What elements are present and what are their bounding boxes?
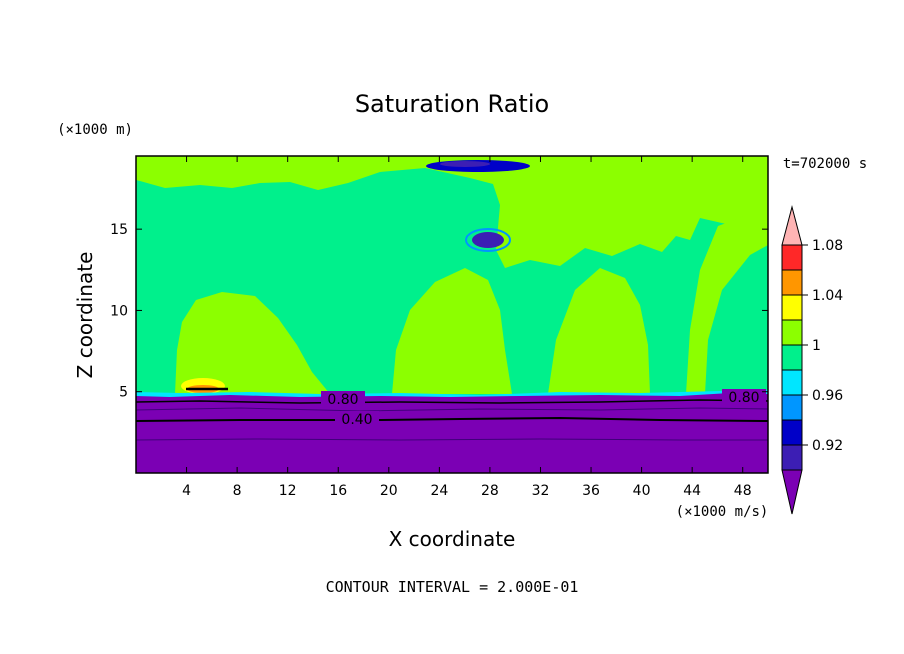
colorbar-label: 1: [812, 338, 821, 354]
x-tick-label: 40: [633, 483, 651, 499]
contour-line-040: [136, 416, 768, 422]
colorbar-swatch: [781, 319, 803, 346]
colorbar-label: 0.96: [812, 388, 843, 404]
y-tick-label: 15: [110, 222, 128, 238]
saturated-far-right-band: [705, 245, 768, 394]
x-axis-label: X coordinate: [389, 527, 516, 551]
colorbar-swatch: [781, 419, 803, 446]
colorbar-swatch: [781, 269, 803, 296]
colorbar-swatch: [781, 444, 803, 471]
x-tick-label: 8: [233, 483, 242, 499]
dry-pocket-top-core: [440, 161, 490, 167]
colorbar-label: 1.04: [812, 288, 843, 304]
x-tick-label: 12: [279, 483, 297, 499]
x-tick-label: 16: [329, 483, 347, 499]
colorbar-swatch: [781, 344, 803, 371]
x-tick-label: 20: [380, 483, 398, 499]
x-tick-label: 4: [182, 483, 191, 499]
colorbar-overflow-triangle: [781, 205, 803, 246]
colorbar-label: 1.08: [812, 238, 843, 254]
time-label: t=702000 s: [783, 156, 867, 172]
label-bg: [321, 391, 365, 407]
y-unit-label: (×1000 m): [57, 122, 133, 138]
dry-lower-layer: [136, 393, 768, 473]
contour-line-020: [136, 438, 768, 441]
x-tick-label: 32: [532, 483, 550, 499]
contour-line-080: [136, 399, 768, 404]
contour-label: 0.80: [327, 392, 358, 408]
plot-frame: [135, 155, 769, 474]
chart-title: Saturation Ratio: [355, 90, 549, 118]
colorbar-swatch: [781, 394, 803, 421]
y-tick-label: 5: [119, 385, 128, 401]
y-axis-label: Z coordinate: [73, 252, 97, 379]
x-tick-label: 44: [683, 483, 701, 499]
colorbar-underflow-triangle: [781, 469, 803, 515]
label-bg: [335, 411, 379, 427]
contour-interval-note: CONTOUR INTERVAL = 2.000E-01: [326, 578, 579, 596]
super-saturated-left-plume: [175, 292, 330, 394]
colorbar-swatch: [781, 369, 803, 396]
x-unit-label: (×1000 m/s): [676, 504, 769, 520]
colorbar-swatch: [781, 244, 803, 271]
colorbar: 0.92 0.96 1 1.04 1.08: [781, 205, 843, 515]
super-saturated-upper-region: [136, 156, 768, 268]
x-tick-label: 24: [430, 483, 448, 499]
super-saturated-right-plume: [548, 268, 650, 394]
x-tick-label: 28: [481, 483, 499, 499]
y-axis-ticks: 5 10 15: [110, 222, 768, 401]
colorbar-label: 0.92: [812, 438, 843, 454]
label-bg: [722, 389, 766, 405]
y-tick-label: 10: [110, 303, 128, 319]
dry-pocket-halo: [465, 228, 511, 252]
contour-label: 0.40: [341, 412, 372, 428]
contour-field: [136, 156, 768, 473]
x-tick-label: 36: [582, 483, 600, 499]
contour-line-060: [136, 407, 768, 412]
contour-label: 0.80: [728, 390, 759, 406]
x-axis-ticks: 4 8 12 16 20 24 28 32 36 40 44 48: [182, 156, 752, 499]
dry-pocket-mid: [472, 232, 504, 248]
x-tick-label: 48: [734, 483, 752, 499]
colorbar-swatch: [781, 294, 803, 321]
super-saturated-central-plume: [392, 268, 512, 394]
contour-labels: 0.80 0.40 0.80: [321, 389, 766, 428]
